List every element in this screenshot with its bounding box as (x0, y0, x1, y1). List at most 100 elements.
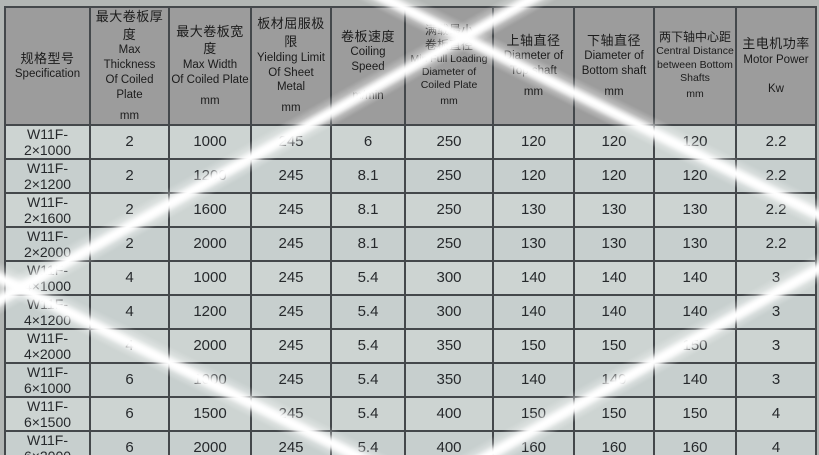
value-cell: 6 (89, 361, 170, 398)
value-cell: 120 (573, 123, 655, 160)
value-cell: 3 (735, 327, 817, 364)
model-cell: W11F-6×2000 (4, 429, 91, 455)
col-header-specification: 规格型号 Specification (4, 6, 91, 126)
value-cell: 140 (573, 293, 655, 330)
value-cell: 2 (89, 157, 170, 194)
value-cell: 245 (250, 395, 332, 432)
value-cell: 1200 (168, 157, 252, 194)
value-cell: 350 (404, 327, 494, 364)
value-cell: 4 (735, 395, 817, 432)
value-cell: 130 (492, 191, 575, 228)
value-cell: 1200 (168, 293, 252, 330)
value-cell: 245 (250, 429, 332, 455)
table-body: W11F-2×1000 2 1000 245 6 250 120 120 120 2.2 W11F-… (4, 123, 817, 455)
value-cell: 400 (404, 429, 494, 455)
value-cell: 150 (492, 327, 575, 364)
value-cell: 5.4 (330, 361, 406, 398)
value-cell: 1500 (168, 395, 252, 432)
value-cell: 250 (404, 225, 494, 262)
value-cell: 245 (250, 157, 332, 194)
value-cell: 2 (89, 191, 170, 228)
value-cell: 160 (573, 429, 655, 455)
value-cell: 245 (250, 191, 332, 228)
value-cell: 250 (404, 123, 494, 160)
value-cell: 250 (404, 157, 494, 194)
model-cell: W11F-2×1600 (4, 191, 91, 228)
value-cell: 300 (404, 293, 494, 330)
value-cell: 245 (250, 225, 332, 262)
table-row: W11F-4×1200 4 1200 245 5.4 300 140 140 140 3 (4, 293, 817, 330)
value-cell: 160 (492, 429, 575, 455)
value-cell: 245 (250, 361, 332, 398)
value-cell: 2000 (168, 327, 252, 364)
col-header-yielding-limit: 板材屈服极限 Yielding Limit Of Sheet Metal mm (250, 6, 332, 126)
value-cell: 1000 (168, 259, 252, 296)
model-cell: W11F-2×1200 (4, 157, 91, 194)
table-row: W11F-4×2000 4 2000 245 5.4 350 150 150 150 3 (4, 327, 817, 364)
value-cell: 245 (250, 123, 332, 160)
value-cell: 2.2 (735, 225, 817, 262)
value-cell: 130 (653, 191, 737, 228)
value-cell: 1000 (168, 361, 252, 398)
table-row: W11F-2×1000 2 1000 245 6 250 120 120 120 2.2 (4, 123, 817, 160)
value-cell: 150 (492, 395, 575, 432)
table-row: W11F-6×1500 6 1500 245 5.4 400 150 150 150 4 (4, 395, 817, 432)
table-row: W11F-2×1600 2 1600 245 8.1 250 130 130 130 2.2 (4, 191, 817, 228)
value-cell: 150 (653, 395, 737, 432)
value-cell: 1600 (168, 191, 252, 228)
value-cell: 5.4 (330, 259, 406, 296)
model-cell: W11F-2×1000 (4, 123, 91, 160)
value-cell: 8.1 (330, 225, 406, 262)
value-cell: 4 (89, 293, 170, 330)
value-cell: 5.4 (330, 429, 406, 455)
value-cell: 160 (653, 429, 737, 455)
table-row: W11F-2×1200 2 1200 245 8.1 250 120 120 120 2.2 (4, 157, 817, 194)
value-cell: 140 (653, 259, 737, 296)
value-cell: 4 (735, 429, 817, 455)
value-cell: 140 (653, 361, 737, 398)
value-cell: 5.4 (330, 293, 406, 330)
value-cell: 120 (492, 157, 575, 194)
value-cell: 130 (573, 225, 655, 262)
value-cell: 6 (89, 395, 170, 432)
spec-table: 规格型号 Specification 最大卷板厚度 Max Thickness Of C… (4, 6, 817, 455)
value-cell: 350 (404, 361, 494, 398)
value-cell: 140 (492, 361, 575, 398)
value-cell: 245 (250, 327, 332, 364)
value-cell: 3 (735, 259, 817, 296)
model-cell: W11F-2×2000 (4, 225, 91, 262)
value-cell: 150 (573, 327, 655, 364)
value-cell: 120 (573, 157, 655, 194)
value-cell: 6 (330, 123, 406, 160)
value-cell: 8.1 (330, 157, 406, 194)
value-cell: 245 (250, 293, 332, 330)
col-header-top-shaft-diameter: 上轴直径 Diameter of Top shaft mm (492, 6, 575, 126)
col-header-bottom-shaft-diameter: 下轴直径 Diameter of Bottom shaft mm (573, 6, 655, 126)
value-cell: 5.4 (330, 395, 406, 432)
value-cell: 150 (573, 395, 655, 432)
value-cell: 120 (492, 123, 575, 160)
value-cell: 130 (492, 225, 575, 262)
value-cell: 120 (653, 157, 737, 194)
value-cell: 140 (573, 259, 655, 296)
value-cell: 140 (492, 259, 575, 296)
value-cell: 6 (89, 429, 170, 455)
col-header-max-width: 最大卷板宽度 Max Width Of Coiled Plate mm (168, 6, 252, 126)
value-cell: 5.4 (330, 327, 406, 364)
value-cell: 150 (653, 327, 737, 364)
col-header-motor-power: 主电机功率 Motor Power Kw (735, 6, 817, 126)
col-header-max-thickness: 最大卷板厚度 Max Thickness Of Coiled Plate mm (89, 6, 170, 126)
value-cell: 2000 (168, 225, 252, 262)
model-cell: W11F-4×1200 (4, 293, 91, 330)
table-header: 规格型号 Specification 最大卷板厚度 Max Thickness Of C… (4, 6, 817, 126)
value-cell: 140 (653, 293, 737, 330)
col-header-central-distance: 两下轴中心距 Central Distance between Bottom Shaf… (653, 6, 737, 126)
value-cell: 2000 (168, 429, 252, 455)
value-cell: 2.2 (735, 157, 817, 194)
model-cell: W11F-4×1000 (4, 259, 91, 296)
model-cell: W11F-6×1500 (4, 395, 91, 432)
table-row: W11F-6×1000 6 1000 245 5.4 350 140 140 140 3 (4, 361, 817, 398)
value-cell: 400 (404, 395, 494, 432)
value-cell: 1000 (168, 123, 252, 160)
